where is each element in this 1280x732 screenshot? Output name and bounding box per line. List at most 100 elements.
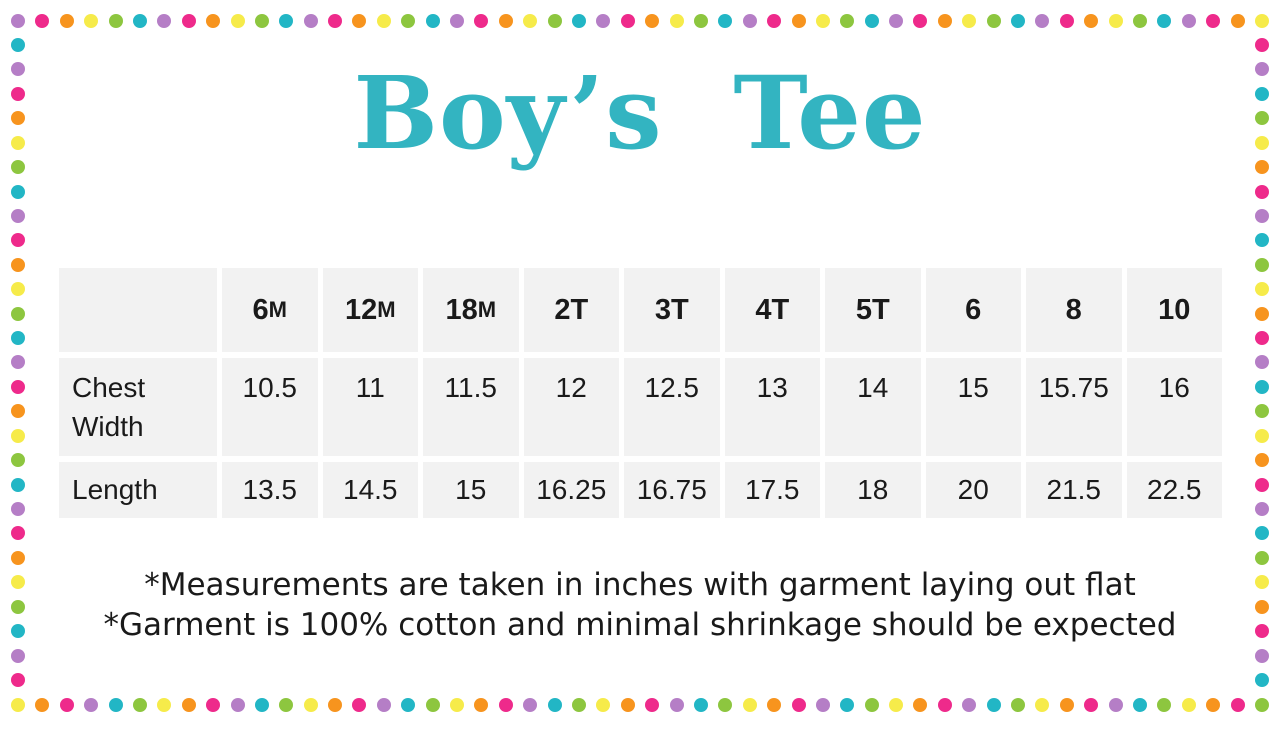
size-column-header: 2T [523,268,619,352]
border-dot [11,526,25,541]
size-column-header: 10 [1126,268,1222,352]
border-dot [1255,184,1269,199]
border-dot [59,14,74,28]
size-column-header: 12 M [322,268,418,352]
size-value-cell: 12.5 [624,358,720,456]
border-dot [1255,404,1269,419]
footnote-fabric: *Garment is 100% cotton and minimal shri… [103,607,1177,644]
size-value-cell: 11 [322,358,418,456]
size-column-header: 6 [925,268,1021,352]
border-dot [645,698,660,712]
border-dot [11,672,25,687]
border-dot [693,698,708,712]
border-dot [791,698,806,712]
border-dot [791,14,806,28]
border-dot [1255,502,1269,517]
border-dots-top [11,14,1269,28]
border-dot [1255,160,1269,175]
size-value-cell: 12 [523,358,619,456]
size-value-cell: 14.5 [322,462,418,518]
border-dot [11,208,25,223]
border-dot [669,698,684,712]
border-dot [230,698,245,712]
border-dot [132,698,147,712]
size-value-cell: 15 [925,358,1021,456]
border-dot [1255,86,1269,101]
border-dot [767,14,782,28]
row-label: Chest Width [59,358,217,456]
border-dot [889,14,904,28]
size-value-cell: 15.75 [1026,358,1122,456]
border-dot [254,698,269,712]
border-dot [206,698,221,712]
border-dot [352,14,367,28]
border-dot [279,14,294,28]
border-dot [1255,526,1269,541]
size-label-suffix: M [477,297,497,322]
border-dot [474,698,489,712]
border-dot [523,14,538,28]
border-dot [937,698,952,712]
border-dot [59,698,74,712]
border-dot [108,14,123,28]
border-dot [11,453,25,468]
border-dot [1132,698,1147,712]
border-dot [523,698,538,712]
border-dot [206,14,221,28]
border-dot [1206,698,1221,712]
border-dot [718,14,733,28]
page-title: Boy’s Tee [353,54,927,172]
border-dot [1084,698,1099,712]
border-dot [1255,428,1269,443]
size-label: 18 [445,293,478,326]
border-dot [815,698,830,712]
border-dot [450,698,465,712]
border-dot [742,698,757,712]
border-dot [1255,379,1269,394]
border-dot [11,404,25,419]
border-dot [11,111,25,126]
border-dot [1108,14,1123,28]
border-dot [11,550,25,565]
border-dot [1157,14,1172,28]
border-dot [1255,62,1269,77]
border-dot [1255,331,1269,346]
border-dot [401,14,416,28]
border-dot [181,698,196,712]
size-label-suffix: M [268,297,287,322]
border-dot [1181,698,1196,712]
size-value-cell: 21.5 [1026,462,1122,518]
border-dot [376,698,391,712]
border-dot [1230,14,1245,28]
size-value-cell: 18 [825,462,921,518]
border-dot [693,14,708,28]
border-dot [1255,575,1269,590]
size-label: 4T [755,293,790,326]
border-dot [1132,14,1147,28]
border-dot [596,14,611,28]
border-dot [157,14,172,28]
border-dot [303,698,318,712]
border-dot [35,14,50,28]
border-dot [1255,282,1269,297]
border-dot [35,698,50,712]
size-column-header: 8 [1026,268,1122,352]
border-dot [11,14,25,28]
border-dot [840,698,855,712]
border-dot [279,698,294,712]
border-dot [669,14,684,28]
border-dot [254,14,269,28]
border-dot [498,14,513,28]
border-dot [84,698,99,712]
border-dot [11,331,25,346]
border-dot [11,698,25,712]
row-label: Length [59,462,217,518]
border-dot [1059,14,1074,28]
border-dot [401,698,416,712]
border-dot [1035,698,1050,712]
size-value-cell: 13 [724,358,820,456]
border-dot [1255,135,1269,150]
border-dot [11,233,25,248]
size-value-cell: 14 [825,358,921,456]
border-dot [11,282,25,297]
